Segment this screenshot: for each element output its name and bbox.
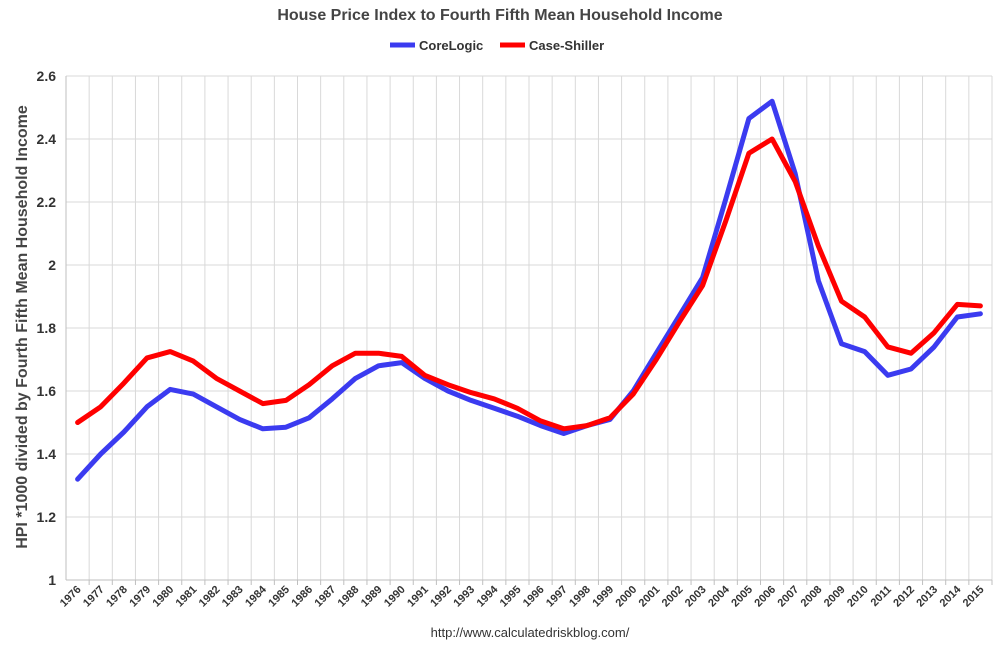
data-point-case-shiller bbox=[331, 364, 334, 367]
data-point-case-shiller bbox=[307, 383, 311, 386]
data-point-case-shiller bbox=[886, 345, 889, 349]
y-tick-label: 1.6 bbox=[37, 383, 57, 399]
data-point-case-shiller bbox=[585, 424, 589, 427]
data-point-corelogic bbox=[331, 397, 334, 401]
data-point-case-shiller bbox=[956, 303, 959, 306]
series-line-case-shiller bbox=[75, 136, 983, 432]
data-point-case-shiller bbox=[701, 284, 704, 287]
data-point-case-shiller bbox=[377, 352, 380, 355]
data-point-case-shiller bbox=[608, 416, 612, 419]
data-point-case-shiller bbox=[863, 315, 866, 319]
y-tick-label: 2 bbox=[48, 257, 56, 273]
data-point-corelogic bbox=[145, 405, 149, 408]
chart-title: House Price Index to Fourth Fifth Mean H… bbox=[277, 7, 722, 24]
y-tick-label: 1.8 bbox=[37, 320, 57, 336]
data-point-case-shiller bbox=[747, 152, 751, 155]
data-point-corelogic bbox=[284, 426, 288, 429]
data-point-case-shiller bbox=[238, 389, 241, 393]
y-tick-label: 1.4 bbox=[37, 446, 57, 462]
data-point-corelogic bbox=[678, 314, 681, 317]
data-point-corelogic bbox=[469, 399, 473, 402]
data-point-case-shiller bbox=[469, 391, 473, 394]
data-point-corelogic bbox=[192, 392, 195, 396]
data-point-corelogic bbox=[377, 364, 380, 367]
data-point-corelogic bbox=[909, 367, 913, 371]
data-point-corelogic bbox=[493, 407, 496, 410]
source-url: http://www.calculatedriskblog.com/ bbox=[431, 625, 630, 640]
data-point-case-shiller bbox=[354, 352, 357, 355]
series-line-corelogic bbox=[75, 98, 983, 482]
data-point-case-shiller bbox=[632, 392, 635, 396]
data-point-case-shiller bbox=[423, 374, 426, 377]
data-point-case-shiller bbox=[770, 137, 774, 141]
data-point-case-shiller bbox=[932, 331, 936, 334]
y-axis-title: HPI *1000 divided by Fourth Fifth Mean H… bbox=[14, 105, 31, 549]
data-point-corelogic bbox=[76, 478, 79, 481]
data-point-corelogic bbox=[261, 427, 264, 430]
data-point-case-shiller bbox=[261, 402, 264, 405]
series-lines bbox=[75, 98, 983, 482]
data-point-corelogic bbox=[354, 377, 357, 380]
data-point-case-shiller bbox=[145, 356, 149, 360]
data-point-corelogic bbox=[238, 418, 241, 421]
data-point-corelogic bbox=[122, 430, 126, 434]
data-point-case-shiller bbox=[122, 381, 126, 385]
y-tick-label: 1.2 bbox=[37, 509, 57, 525]
data-point-case-shiller bbox=[678, 320, 681, 323]
data-point-case-shiller bbox=[192, 359, 195, 363]
data-point-corelogic bbox=[817, 279, 820, 282]
legend-label-case-shiller: Case-Shiller bbox=[529, 38, 604, 53]
legend-label-corelogic: CoreLogic bbox=[419, 38, 483, 53]
data-point-corelogic bbox=[400, 361, 403, 364]
data-point-case-shiller bbox=[516, 407, 519, 410]
data-point-case-shiller bbox=[817, 244, 820, 248]
data-point-case-shiller bbox=[284, 399, 288, 402]
data-point-case-shiller bbox=[909, 352, 913, 355]
y-tick-label: 2.2 bbox=[37, 194, 57, 210]
data-point-corelogic bbox=[539, 424, 542, 427]
data-point-case-shiller bbox=[493, 397, 496, 401]
data-point-corelogic bbox=[446, 389, 450, 393]
data-point-corelogic bbox=[724, 197, 727, 201]
data-point-case-shiller bbox=[562, 427, 565, 430]
data-point-corelogic bbox=[215, 405, 218, 408]
data-point-corelogic bbox=[956, 315, 959, 319]
data-point-corelogic bbox=[979, 312, 982, 315]
data-point-corelogic bbox=[794, 172, 797, 175]
data-point-corelogic bbox=[516, 415, 519, 418]
data-point-case-shiller bbox=[169, 350, 172, 353]
data-point-corelogic bbox=[770, 100, 774, 103]
data-point-case-shiller bbox=[840, 300, 843, 303]
data-point-corelogic bbox=[840, 342, 843, 345]
data-point-case-shiller bbox=[215, 377, 218, 380]
gridlines bbox=[65, 75, 993, 581]
data-point-corelogic bbox=[169, 388, 172, 391]
data-point-case-shiller bbox=[979, 304, 982, 308]
data-point-case-shiller bbox=[400, 355, 403, 358]
data-point-case-shiller bbox=[99, 405, 102, 408]
data-point-corelogic bbox=[562, 432, 565, 435]
y-tick-label: 1 bbox=[48, 572, 56, 588]
data-point-case-shiller bbox=[724, 219, 727, 223]
data-point-case-shiller bbox=[539, 419, 542, 423]
legend: CoreLogic Case-Shiller bbox=[390, 38, 604, 53]
data-point-case-shiller bbox=[794, 180, 797, 183]
data-point-corelogic bbox=[863, 350, 866, 353]
y-tick-label: 2.6 bbox=[37, 68, 57, 84]
data-point-corelogic bbox=[932, 345, 936, 349]
data-point-corelogic bbox=[747, 117, 751, 120]
y-tick-label: 2.4 bbox=[37, 131, 57, 147]
data-point-corelogic bbox=[307, 416, 311, 419]
data-point-corelogic bbox=[886, 374, 889, 377]
data-point-case-shiller bbox=[76, 421, 79, 424]
data-point-case-shiller bbox=[446, 383, 450, 386]
data-point-case-shiller bbox=[655, 358, 658, 361]
data-point-corelogic bbox=[99, 452, 102, 456]
